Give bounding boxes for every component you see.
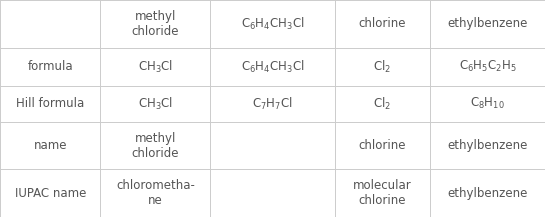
Text: molecular
chlorine: molecular chlorine	[353, 179, 412, 207]
Text: Hill formula: Hill formula	[16, 97, 84, 110]
Text: C$_{6}$H$_{4}$CH$_{3}$Cl: C$_{6}$H$_{4}$CH$_{3}$Cl	[241, 16, 304, 32]
Text: C$_{7}$H$_{7}$Cl: C$_{7}$H$_{7}$Cl	[252, 96, 293, 112]
Text: CH$_{3}$Cl: CH$_{3}$Cl	[138, 96, 173, 112]
Text: formula: formula	[27, 60, 73, 73]
Text: chlorine: chlorine	[359, 17, 406, 30]
Text: methyl
chloride: methyl chloride	[132, 132, 179, 159]
Text: IUPAC name: IUPAC name	[15, 187, 86, 200]
Text: chlorine: chlorine	[359, 139, 406, 152]
Text: chlorometha-
ne: chlorometha- ne	[116, 179, 195, 207]
Text: C$_{6}$H$_{4}$CH$_{3}$Cl: C$_{6}$H$_{4}$CH$_{3}$Cl	[241, 59, 304, 75]
Text: Cl$_{2}$: Cl$_{2}$	[373, 96, 391, 112]
Text: methyl
chloride: methyl chloride	[132, 10, 179, 38]
Text: ethylbenzene: ethylbenzene	[447, 187, 528, 200]
Text: Cl$_{2}$: Cl$_{2}$	[373, 59, 391, 75]
Text: ethylbenzene: ethylbenzene	[447, 17, 528, 30]
Text: CH$_{3}$Cl: CH$_{3}$Cl	[138, 59, 173, 75]
Text: ethylbenzene: ethylbenzene	[447, 139, 528, 152]
Text: C$_{8}$H$_{10}$: C$_{8}$H$_{10}$	[470, 96, 505, 112]
Text: C$_{6}$H$_{5}$C$_{2}$H$_{5}$: C$_{6}$H$_{5}$C$_{2}$H$_{5}$	[459, 59, 517, 74]
Text: name: name	[33, 139, 67, 152]
